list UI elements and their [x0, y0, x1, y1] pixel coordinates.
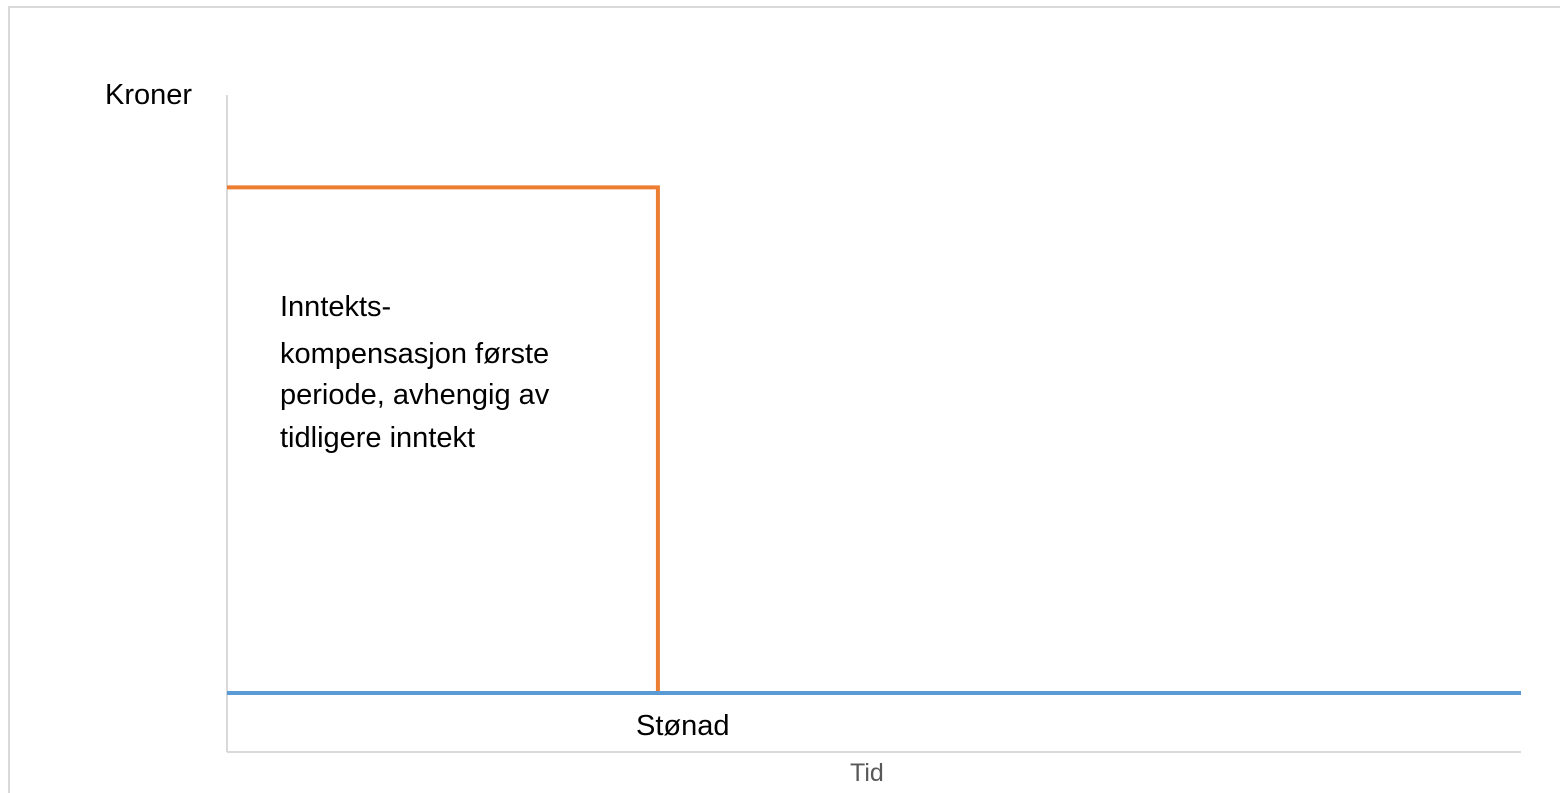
annotation-line: Stønad: [636, 710, 730, 742]
y-axis-label: Kroner: [105, 79, 192, 111]
annotation-line: periode, avhengig av: [280, 379, 550, 411]
chart-frame: [8, 6, 1560, 793]
annotation-line: Inntekts-: [280, 291, 391, 323]
annotation-income-compensation: Inntekts- kompensasjon første periode, a…: [280, 291, 557, 454]
annotation-line: tidligere inntekt: [280, 422, 475, 454]
series-line-inntektskompensasjon: [227, 185, 660, 693]
annotation-stonad: Stønad: [636, 710, 730, 742]
x-axis-label: Tid: [850, 759, 884, 787]
annotation-line: kompensasjon første: [280, 338, 549, 370]
